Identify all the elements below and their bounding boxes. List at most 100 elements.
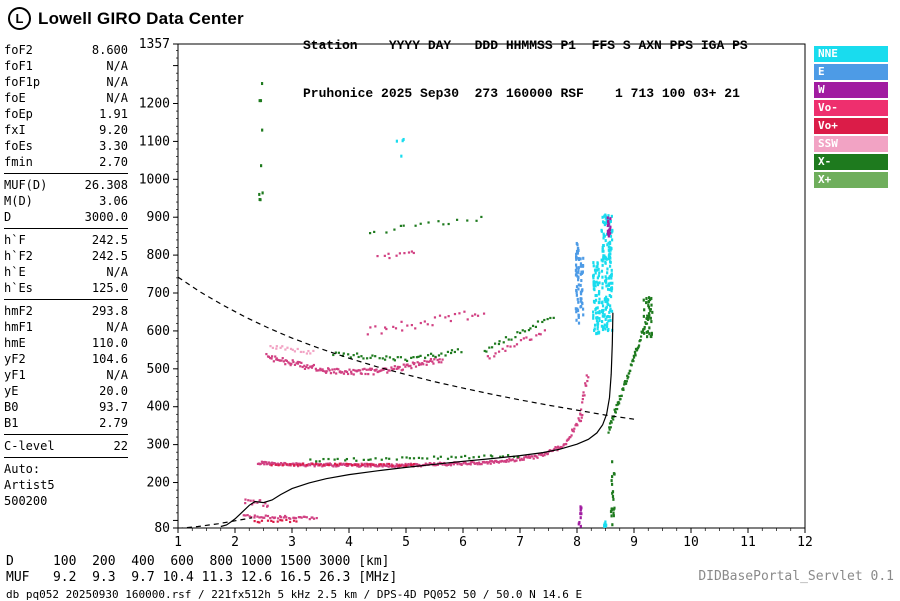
column-nne-spread-b: [600, 213, 614, 333]
legend-item-w: W: [814, 82, 888, 98]
parameter-row: yF1 N/A: [4, 367, 128, 383]
parameter-row: C-level 22: [4, 438, 128, 454]
giro-logo: L Lowell GIRO Data Center: [8, 7, 244, 30]
y-tick-label: 500: [147, 362, 170, 377]
line-muf-transmission-curve: [178, 276, 635, 420]
trace-second-hop-a: [265, 352, 322, 372]
trace-o-diagonal: [486, 329, 547, 360]
column-w-spread-bottom: [577, 505, 583, 528]
parameter-label: h`Es: [4, 281, 33, 295]
station-header: Station YYYY DAY DDD HHMMSS P1 FFS S AXN…: [303, 6, 748, 118]
parameter-value: 3.30: [99, 139, 128, 153]
trace-second-hop-c: [382, 356, 444, 374]
parameter-label: foF2: [4, 43, 33, 57]
servlet-version: DIDBasePortal_Servlet 0.1: [698, 569, 894, 584]
trace-spread-f-mid: [366, 310, 486, 336]
parameter-value: 3000.0: [84, 210, 128, 224]
parameter-value: 22: [113, 439, 128, 453]
column-stray-dots: [395, 137, 405, 158]
trace-f2-x-trace: [309, 454, 520, 463]
parameter-label: foE: [4, 91, 26, 105]
y-tick-label: 600: [147, 324, 170, 339]
x-tick-label: 5: [402, 535, 410, 550]
parameter-label: yE: [4, 384, 19, 398]
measurement-info: db pq052 20250930 160000.rsf / 221fx512h…: [6, 588, 583, 601]
legend-item-nne: NNE: [814, 46, 888, 62]
parameter-label: h`E: [4, 265, 26, 279]
parameter-row: Auto:: [4, 461, 128, 477]
parameter-group: h`F 242.5 h`F2 242.5 h`E N/A h`Es 125.0: [4, 232, 128, 300]
parameter-value: N/A: [106, 59, 128, 73]
parameter-row: hmF2 293.8: [4, 303, 128, 319]
parameter-value: N/A: [106, 265, 128, 279]
x-tick-label: 8: [573, 535, 581, 550]
trace-f2-o-rise-b: [565, 413, 584, 446]
parameter-row: fmin 2.70: [4, 154, 128, 170]
parameter-label: foEs: [4, 139, 33, 153]
parameter-label: hmF1: [4, 320, 33, 334]
trace-second-hop-x-a: [332, 351, 407, 362]
trace-high-scatter-x: [368, 215, 483, 235]
y-tick-label: 400: [147, 400, 170, 415]
column-x-bottom-column: [609, 460, 616, 527]
parameter-row: yF2 104.6: [4, 351, 128, 367]
trace-f2-o-trace-b: [291, 462, 407, 468]
x-tick-label: 7: [516, 535, 524, 550]
lowell-logo-icon: L: [8, 7, 31, 30]
muf-table: D 100 200 400 600 800 1000 1500 3000 [km…: [6, 554, 398, 585]
parameter-label: yF2: [4, 352, 26, 366]
y-tick-label: 80: [154, 521, 170, 536]
parameter-label: 500200: [4, 494, 48, 508]
parameter-value: 242.5: [91, 233, 128, 247]
trace-f2-o-trace-d: [490, 454, 538, 464]
parameter-value: 2.79: [99, 416, 128, 430]
parameter-value: 8.600: [91, 43, 128, 57]
trace-f2-o-red-mix: [270, 462, 415, 467]
parameter-value: 93.7: [99, 400, 128, 414]
echo-traces: [242, 82, 654, 528]
parameter-row: hmF1 N/A: [4, 319, 128, 335]
parameter-row: Artist5: [4, 477, 128, 493]
legend-item-x-: X-: [814, 154, 888, 170]
trace-x-diagonal: [483, 316, 555, 353]
x-tick-label: 12: [797, 535, 813, 550]
column-e-spread-b: [579, 256, 585, 317]
x-tick-label: 10: [683, 535, 699, 550]
parameter-label: foF1: [4, 59, 33, 73]
parameter-label: D: [4, 210, 12, 224]
station-header-line2: Pruhonice 2025 Sep30 273 160000 RSF 1 71…: [303, 86, 740, 101]
parameter-group: foF2 8.600 foF1 N/A foF1p N/A foE N/A foEp 1.91 fx…: [4, 42, 128, 174]
parameter-row: foEp 1.91: [4, 106, 128, 122]
parameter-group: Auto: Artist5 500200: [4, 461, 128, 512]
parameter-value: 125.0: [91, 281, 128, 295]
column-x-top-cluster: [642, 296, 654, 339]
trace-es-trace-low: [253, 518, 298, 524]
trace-es-trace: [242, 514, 318, 521]
y-tick-label: 200: [147, 476, 170, 491]
parameter-label: C-level: [4, 439, 55, 453]
parameter-row: h`Es 125.0: [4, 280, 128, 296]
column-nne-spread-a: [592, 261, 601, 336]
x-tick-label: 6: [459, 535, 467, 550]
parameter-label: Artist5: [4, 478, 55, 492]
y-tick-label: 1357: [139, 37, 170, 52]
legend-item-ssw: SSW: [814, 136, 888, 152]
y-tick-label: 1200: [139, 97, 170, 112]
trace-f2-x-rise: [607, 308, 652, 434]
legend-item-vo-: Vo-: [814, 100, 888, 116]
parameter-row: MUF(D) 26.308: [4, 177, 128, 193]
parameter-row: yE 20.0: [4, 383, 128, 399]
parameter-label: hmF2: [4, 304, 33, 318]
logo-text: Lowell GIRO Data Center: [38, 8, 244, 28]
parameter-label: yF1: [4, 368, 26, 382]
parameter-value: N/A: [106, 320, 128, 334]
x-tick-label: 1: [174, 535, 182, 550]
parameter-value: N/A: [106, 91, 128, 105]
parameter-row: h`F2 242.5: [4, 248, 128, 264]
profile-lines: [178, 276, 635, 528]
trace-second-hop-upper: [269, 345, 315, 355]
x-tick-label: 11: [740, 535, 756, 550]
y-tick-label: 1100: [139, 134, 170, 149]
parameter-label: fmin: [4, 155, 33, 169]
parameter-row: 500200: [4, 493, 128, 509]
